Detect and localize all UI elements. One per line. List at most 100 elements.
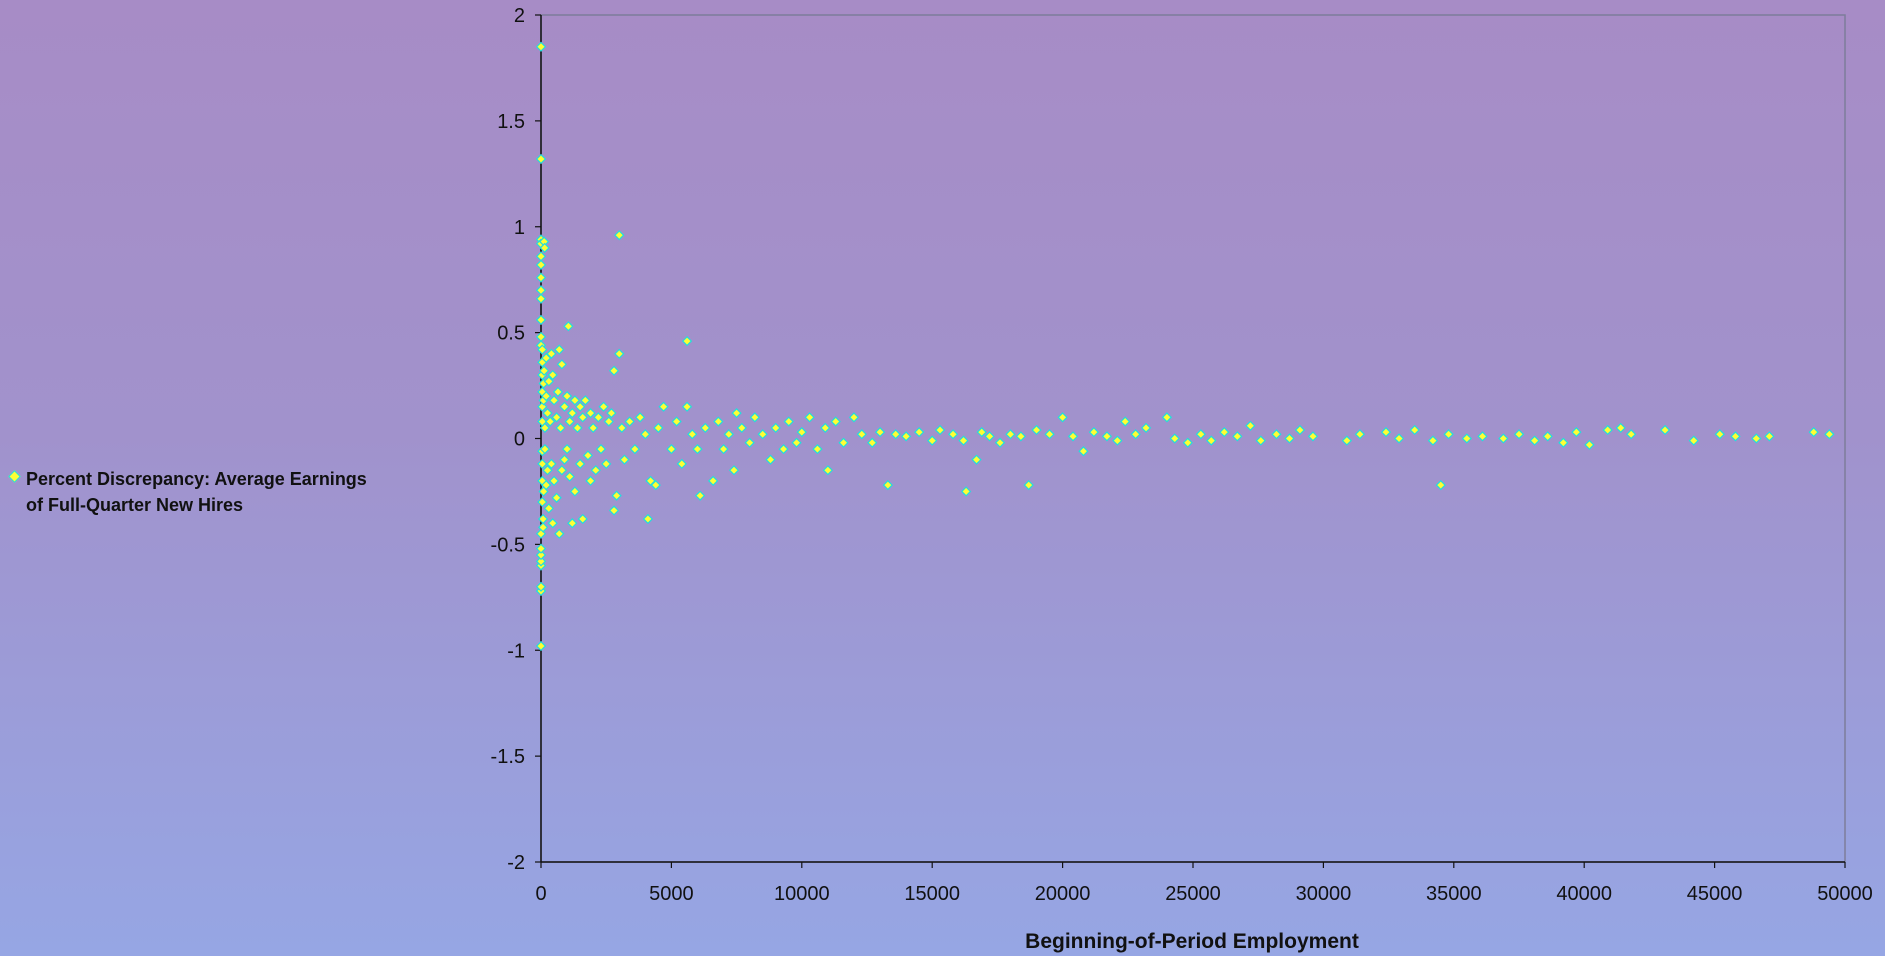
data-point — [731, 407, 742, 419]
data-point — [718, 443, 729, 455]
data-point — [1625, 429, 1637, 440]
data-point — [1161, 412, 1173, 423]
data-point — [546, 348, 557, 359]
data-point — [572, 422, 583, 434]
data-point — [551, 492, 562, 503]
data-point — [1688, 435, 1699, 446]
x-tick-label: 30000 — [1296, 883, 1352, 905]
data-point — [728, 465, 740, 476]
data-point — [676, 458, 687, 470]
data-point — [580, 395, 591, 406]
data-point — [1088, 426, 1100, 438]
data-point — [820, 422, 831, 434]
data-point — [1751, 433, 1762, 444]
data-point — [1602, 424, 1613, 436]
data-point — [882, 479, 894, 491]
y-tick-label: 1.5 — [497, 111, 525, 133]
data-point — [535, 251, 547, 262]
data-point — [947, 429, 959, 440]
y-tick-label: -0.5 — [491, 534, 525, 556]
data-point — [542, 407, 553, 419]
data-point — [538, 365, 550, 376]
data-point — [1427, 435, 1439, 446]
data-point — [666, 443, 677, 455]
data-point — [1571, 426, 1582, 438]
data-point — [548, 475, 560, 486]
data-point — [544, 416, 556, 427]
data-point — [634, 412, 646, 423]
data-point — [960, 486, 972, 497]
data-point — [535, 556, 547, 567]
data-point — [822, 465, 834, 476]
data-point — [535, 543, 547, 554]
x-tick-label: 25000 — [1165, 883, 1221, 905]
data-point — [577, 513, 588, 525]
data-point — [593, 412, 604, 423]
data-point — [552, 386, 564, 398]
data-point — [547, 518, 558, 529]
data-point — [1023, 479, 1034, 491]
data-point — [577, 412, 588, 423]
data-point — [791, 437, 802, 448]
data-point — [564, 471, 575, 482]
data-point — [778, 443, 789, 455]
x-tick-label: 15000 — [904, 883, 960, 905]
data-point — [694, 490, 706, 501]
data-point — [1409, 424, 1420, 436]
data-point — [619, 454, 630, 465]
plot-axes — [535, 14, 1846, 868]
data-point — [1206, 435, 1217, 446]
data-point — [1808, 426, 1819, 438]
y-tick-label: 0 — [514, 429, 525, 451]
data-point — [548, 395, 560, 406]
data-point — [614, 230, 625, 241]
data-point — [574, 458, 586, 470]
data-point — [848, 412, 860, 423]
data-point — [1182, 437, 1193, 448]
data-point — [1659, 424, 1671, 436]
data-point — [585, 475, 596, 486]
data-point — [830, 416, 841, 427]
data-point — [1461, 433, 1472, 444]
data-point — [535, 549, 547, 561]
data-point — [1584, 439, 1595, 451]
data-point — [1245, 420, 1256, 431]
data-point — [692, 443, 703, 455]
data-point — [567, 518, 578, 529]
data-point — [687, 429, 698, 440]
data-point — [994, 437, 1006, 448]
data-point — [569, 486, 581, 497]
data-point — [601, 458, 612, 470]
data-point — [1067, 431, 1079, 442]
data-point — [1271, 429, 1282, 440]
data-point — [1284, 433, 1295, 444]
data-point — [927, 435, 938, 446]
data-point — [796, 426, 807, 438]
data-point — [1015, 431, 1027, 442]
data-point — [608, 505, 620, 516]
data-point — [535, 581, 547, 592]
data-point — [541, 479, 552, 491]
legend: Percent Discrepancy: Average Earnings of… — [8, 466, 386, 518]
data-point — [546, 458, 557, 470]
data-point — [567, 407, 578, 419]
data-point — [671, 416, 682, 427]
data-point — [653, 422, 664, 434]
data-point — [1558, 437, 1569, 448]
data-point — [535, 41, 547, 52]
data-point — [1380, 426, 1392, 438]
data-point — [1140, 422, 1152, 434]
data-point — [650, 479, 661, 491]
data-point — [535, 285, 547, 296]
data-point — [547, 369, 558, 381]
data-point — [1044, 429, 1055, 440]
data-point — [1169, 433, 1180, 444]
data-point — [535, 272, 547, 283]
data-point — [535, 293, 547, 304]
data-point — [556, 465, 568, 476]
data-point — [642, 513, 654, 525]
data-point — [563, 321, 574, 332]
data-point — [874, 426, 886, 438]
data-point — [535, 259, 547, 271]
data-point — [582, 450, 594, 461]
